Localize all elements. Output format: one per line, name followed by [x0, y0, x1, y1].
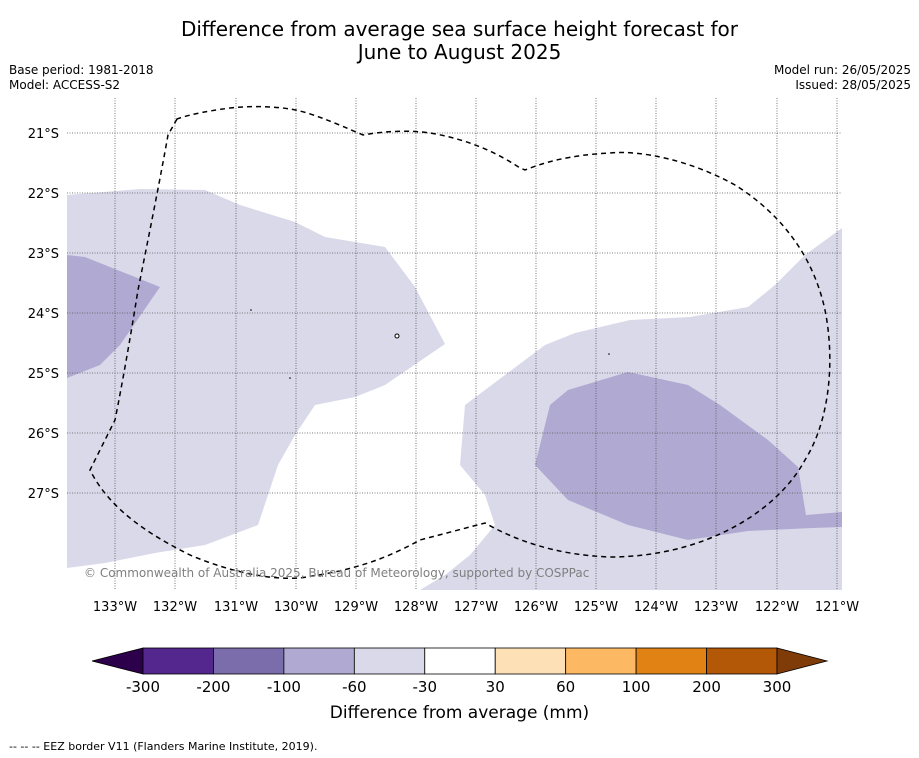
anomaly-region-mid-east	[535, 372, 842, 540]
colorbar-tick-label: -30	[413, 678, 438, 696]
graticule	[67, 98, 842, 590]
issued-date: Issued: 28/05/2025	[795, 78, 911, 92]
colorbar-tick-label: -200	[196, 678, 230, 696]
eez-border	[89, 105, 831, 580]
title-line-1: Difference from average sea surface heig…	[180, 17, 739, 41]
title-line-2: June to August 2025	[357, 40, 562, 64]
lon-label: 124°W	[634, 600, 678, 615]
colorbar-tick-label: 30	[486, 678, 505, 696]
colorbar-segment	[353, 647, 426, 675]
lon-label: 133°W	[93, 600, 137, 615]
meta-right: Model run: 26/05/2025 Issued: 28/05/2025	[774, 63, 911, 93]
colorbar-segment	[142, 647, 214, 675]
lon-label: 122°W	[755, 600, 799, 615]
lat-label: 24°S	[28, 307, 59, 322]
colorbar-tick-label: -300	[126, 678, 160, 696]
model-run: Model run: 26/05/2025	[773, 63, 911, 77]
colorbar-extend-low	[91, 647, 144, 675]
colorbar-segment	[706, 647, 778, 675]
lat-label: 21°S	[28, 127, 59, 142]
island-marker	[289, 377, 291, 379]
colorbar-segment	[424, 647, 496, 675]
lon-label: 125°W	[574, 600, 618, 615]
colorbar: -300 -200 -100 -60 -30 30 60 100 200 300	[91, 647, 829, 696]
anomaly-region-light-west	[67, 189, 445, 568]
colorbar-segments	[142, 647, 778, 675]
lon-label: 123°W	[694, 600, 738, 615]
lat-label: 25°S	[28, 367, 59, 382]
anomaly-region-mid-west	[67, 255, 160, 378]
colorbar-ticks: -300 -200 -100 -60 -30 30 60 100 200 300	[126, 678, 791, 696]
latitude-labels: 21°S 22°S 23°S 24°S 25°S 26°S 27°S	[28, 127, 59, 502]
lon-label: 128°W	[394, 600, 438, 615]
lon-label: 129°W	[334, 600, 378, 615]
meta-left: Base period: 1981-2018 Model: ACCESS-S2	[9, 63, 154, 93]
eez-legend-note: -- -- -- EEZ border V11 (Flanders Marine…	[9, 740, 318, 753]
anomaly-fills	[67, 189, 842, 590]
colorbar-tick-label: 200	[692, 678, 721, 696]
island-marker	[394, 333, 400, 339]
lon-label: 121°W	[815, 600, 859, 615]
colorbar-tick-label: 300	[763, 678, 792, 696]
colorbar-segment	[213, 647, 285, 675]
colorbar-segment	[494, 647, 567, 675]
colorbar-extend-high	[776, 647, 829, 675]
colorbar-segment	[635, 647, 707, 675]
colorbar-tick-label: 100	[622, 678, 651, 696]
lon-label: 130°W	[274, 600, 318, 615]
colorbar-segment	[283, 647, 355, 675]
copyright-text: © Commonwealth of Australia 2025, Bureau…	[84, 566, 589, 580]
map-canvas: © Commonwealth of Australia 2025, Bureau…	[28, 98, 859, 696]
colorbar-tick-label: -60	[342, 678, 367, 696]
island-marker	[608, 353, 610, 355]
lon-label: 132°W	[153, 600, 197, 615]
lat-label: 23°S	[28, 247, 59, 262]
lon-label: 131°W	[214, 600, 258, 615]
map-title: Difference from average sea surface heig…	[0, 18, 919, 64]
lat-label: 22°S	[28, 187, 59, 202]
island-markers	[250, 309, 610, 379]
base-period: Base period: 1981-2018	[9, 63, 154, 77]
colorbar-tick-label: -100	[267, 678, 301, 696]
model-name: Model: ACCESS-S2	[9, 78, 121, 92]
lon-label: 127°W	[454, 600, 498, 615]
lon-label: 126°W	[514, 600, 558, 615]
colorbar-tick-label: 60	[556, 678, 575, 696]
colorbar-title: Difference from average (mm)	[329, 703, 590, 723]
longitude-labels: 133°W 132°W 131°W 130°W 129°W 128°W 127°…	[93, 600, 859, 615]
island-marker	[250, 309, 252, 311]
lat-label: 26°S	[28, 427, 59, 442]
lat-label: 27°S	[28, 487, 59, 502]
colorbar-segment	[565, 647, 637, 675]
